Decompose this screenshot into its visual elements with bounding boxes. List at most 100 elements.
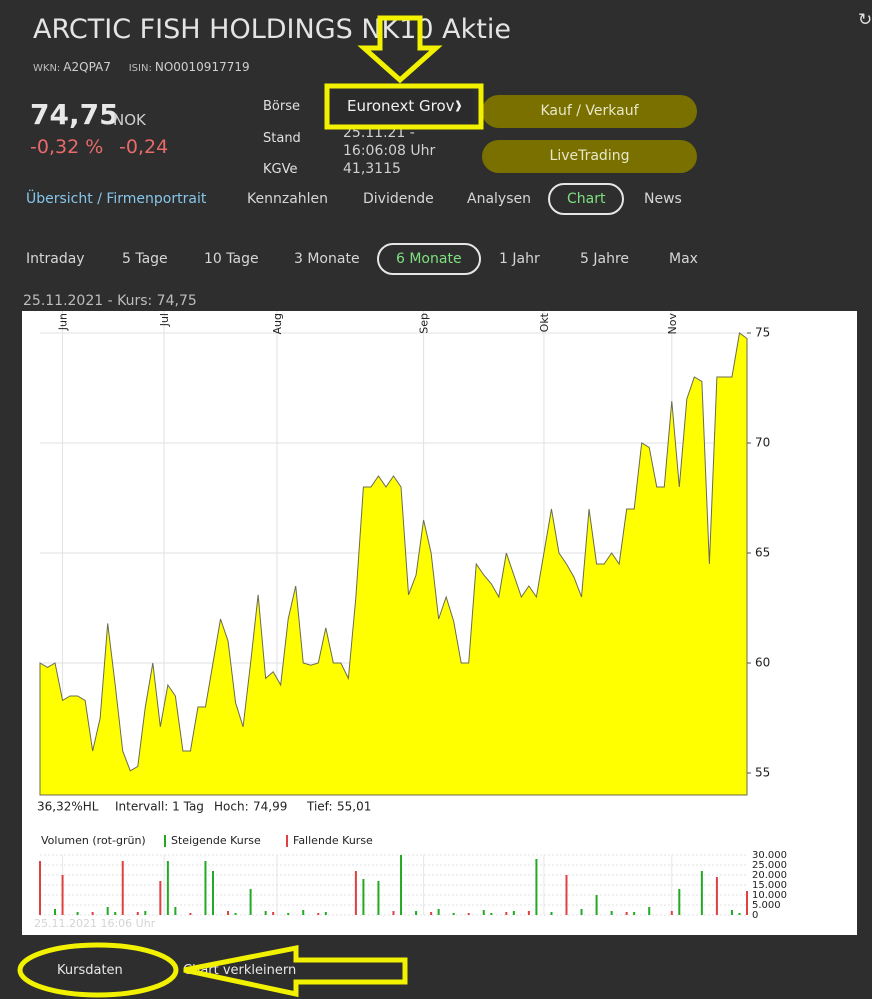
volume-bar xyxy=(54,909,57,915)
x-tick-label: Jul xyxy=(158,313,171,327)
volume-bar xyxy=(211,871,214,915)
volume-bar xyxy=(527,911,530,915)
volume-bar xyxy=(512,911,515,915)
y-tick-label: 20.000 xyxy=(752,870,787,881)
y-tick-label: 60 xyxy=(755,656,770,670)
price: 74,75 xyxy=(30,98,119,131)
chart-stat: 55,01 xyxy=(337,800,371,814)
wkn-label: WKN: xyxy=(33,63,61,74)
range-button[interactable]: Max xyxy=(669,251,698,267)
x-tick-label: Sep xyxy=(418,313,431,334)
chart-stat: Intervall: 1 Tag xyxy=(115,800,204,814)
volume-bar xyxy=(482,910,485,915)
detail-label: Börse xyxy=(263,99,300,114)
volume-bar xyxy=(670,911,673,915)
volume-bar xyxy=(227,911,230,915)
y-tick-label: 65 xyxy=(755,546,770,560)
volume-bar xyxy=(264,911,267,915)
x-tick-label: Aug xyxy=(271,313,284,334)
tab[interactable]: Dividende xyxy=(363,191,434,207)
volume-bar xyxy=(467,913,470,915)
volume-bar xyxy=(61,875,64,915)
chart-stat: Hoch: xyxy=(214,800,249,814)
volume-bar xyxy=(234,913,237,915)
volume-bar xyxy=(317,913,320,915)
x-tick-label: Okt xyxy=(538,312,551,332)
volume-bar xyxy=(746,891,748,915)
change-absolute: -0,24 xyxy=(119,136,169,158)
volume-bar xyxy=(189,913,192,915)
range-button[interactable]: 6 Monate xyxy=(377,243,481,275)
y-tick-label: 55 xyxy=(755,766,770,780)
exchange-value: Euronext Grov xyxy=(347,97,455,115)
volume-bar xyxy=(362,879,365,915)
volume-bar xyxy=(144,911,147,915)
trade-button[interactable]: Kauf / Verkauf xyxy=(482,95,697,128)
range-button[interactable]: 3 Monate xyxy=(294,251,360,267)
volume-bar xyxy=(595,895,598,915)
y-tick-label: 70 xyxy=(755,436,770,450)
volume-bar xyxy=(738,913,741,915)
range-button[interactable]: Intraday xyxy=(26,251,85,267)
legend-label: Fallende Kurse xyxy=(293,834,373,847)
tab[interactable]: Analysen xyxy=(467,191,531,207)
volume-legend-title: Volumen (rot-grün) xyxy=(41,834,146,847)
volume-bar xyxy=(287,913,290,915)
y-tick-label: 75 xyxy=(755,326,770,340)
range-button[interactable]: 1 Jahr xyxy=(499,251,540,267)
isin: NO0010917719 xyxy=(154,60,250,74)
range-button[interactable]: 10 Tage xyxy=(204,251,259,267)
volume-bar xyxy=(535,859,538,915)
volume-bar xyxy=(354,871,357,915)
volume-bar xyxy=(678,889,681,915)
chart-caption: 25.11.2021 - Kurs: 74,75 xyxy=(23,293,197,309)
volume-bar xyxy=(550,912,553,915)
volume-bar xyxy=(106,907,109,915)
exchange-dropdown[interactable]: Euronext Grov ❱ xyxy=(330,88,473,124)
tab[interactable]: Übersicht / Firmenportrait xyxy=(26,191,207,207)
detail-value: 25.11.21 - 16:06:08 Uhr xyxy=(343,125,436,159)
reload-icon[interactable]: ↻ xyxy=(858,10,872,30)
y-tick-label: 0 xyxy=(752,910,758,921)
chart-stat: 36,32%HL xyxy=(37,800,99,814)
y-tick-label: 10.000 xyxy=(752,890,787,901)
chart: 55 60 65 70 75 Jun Jul Aug Sep Okt Nov 36,32%HL Inte… xyxy=(22,311,857,935)
volume-bar xyxy=(715,877,718,915)
volume-bar xyxy=(648,907,651,915)
chart-stat: Tief: xyxy=(306,800,333,814)
range-button[interactable]: 5 Tage xyxy=(122,251,168,267)
change-percent: -0,32 % xyxy=(30,136,104,158)
x-tick-label: Jun xyxy=(57,313,70,331)
volume-bar xyxy=(204,861,207,915)
volume-bar xyxy=(136,912,139,915)
volume-bar xyxy=(505,912,508,915)
currency: NOK xyxy=(113,111,146,129)
tab[interactable]: Chart xyxy=(548,183,625,215)
volume-bar xyxy=(324,912,327,915)
dropdown-caret: ❱ xyxy=(453,99,463,112)
tab[interactable]: News xyxy=(644,191,682,207)
chart-resize-link[interactable]: Chart verkleinern xyxy=(183,963,297,978)
volume-timestamp: 25.11.2021 16:06 Uhr xyxy=(34,917,156,930)
volume-bar xyxy=(302,910,305,915)
chart-stat: 74,99 xyxy=(253,800,287,814)
volume-bar xyxy=(490,913,493,915)
legend-label: Steigende Kurse xyxy=(171,834,261,847)
kursdaten-link[interactable]: Kursdaten xyxy=(57,963,123,978)
detail-label: KGVe xyxy=(263,162,298,177)
livetrading-button[interactable]: LiveTrading xyxy=(482,140,697,173)
volume-bar xyxy=(430,912,433,915)
y-tick-label: 15.000 xyxy=(752,880,787,891)
volume-bar xyxy=(580,909,583,915)
volume-bar xyxy=(272,912,275,915)
legend-swatch xyxy=(164,835,166,847)
volume-bar xyxy=(91,912,94,915)
volume-bar xyxy=(625,912,628,915)
volume-bar xyxy=(377,881,380,915)
range-button[interactable]: 5 Jahre xyxy=(580,251,629,267)
wkn: A2QPA7 xyxy=(63,60,111,74)
tab[interactable]: Kennzahlen xyxy=(247,191,329,207)
volume-bar xyxy=(730,910,733,915)
